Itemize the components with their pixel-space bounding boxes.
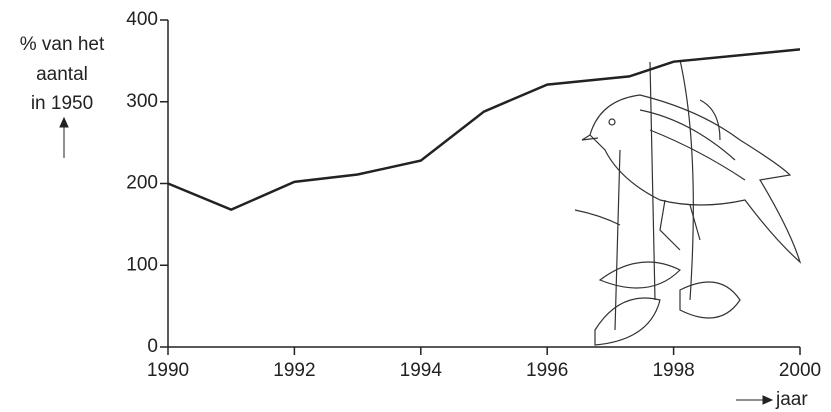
x-tick-label: 1998 — [652, 360, 694, 381]
y-tick-label: 100 — [126, 254, 158, 275]
bird-illustration — [574, 59, 802, 346]
x-axis-label: jaar — [775, 389, 808, 410]
x-tick-label: 1996 — [526, 360, 568, 381]
x-tick-label: 2000 — [779, 360, 821, 381]
data-line — [167, 48, 801, 212]
y-tick-label: 400 — [126, 9, 158, 30]
x-tick-label: 1990 — [147, 360, 189, 381]
y-tick-label: 300 — [126, 91, 158, 112]
y-axis-label: % van het — [20, 34, 105, 55]
x-arrow — [736, 395, 774, 405]
y-tick-label: 0 — [147, 336, 158, 357]
x-tick-label: 1992 — [273, 360, 315, 381]
x-tick-label: 1994 — [400, 360, 443, 381]
y-tick-label: 200 — [126, 173, 158, 194]
y-axis-label: aantal — [36, 64, 88, 85]
y-arrow — [59, 116, 69, 158]
y-axis-label: in 1950 — [31, 93, 93, 114]
